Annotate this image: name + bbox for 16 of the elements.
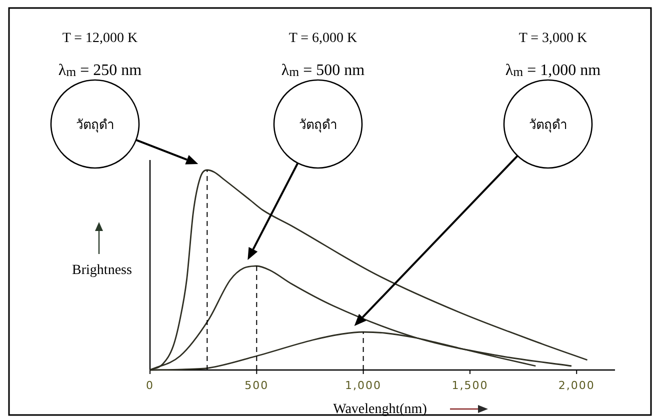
x-tick-label: 2,000 xyxy=(558,379,595,392)
text: λ$_{m}$ = 500 nm xyxy=(281,62,366,80)
text: T = 12,000 K xyxy=(62,31,138,46)
text: วัตถุดำ xyxy=(299,118,337,133)
text: วัตถุดำ xyxy=(76,118,114,133)
x-tick-label: 500 xyxy=(244,379,269,392)
text: T = 6,000 K xyxy=(288,31,358,46)
text: λ$_{m}$ = 250 nm xyxy=(58,62,142,80)
text: T = 3,000 K xyxy=(518,31,588,46)
x-axis-title: Wavelenght(nm) xyxy=(333,402,428,417)
text: วัตถุดำ xyxy=(529,118,567,133)
x-tick-label: 1,500 xyxy=(452,379,488,392)
x-tick-label: 1,000 xyxy=(345,379,382,392)
text: λ$_{m}$ = 1,000 nm xyxy=(505,62,602,80)
y-axis-title: Brightness xyxy=(72,263,132,278)
x-tick-label: 0 xyxy=(146,379,154,392)
